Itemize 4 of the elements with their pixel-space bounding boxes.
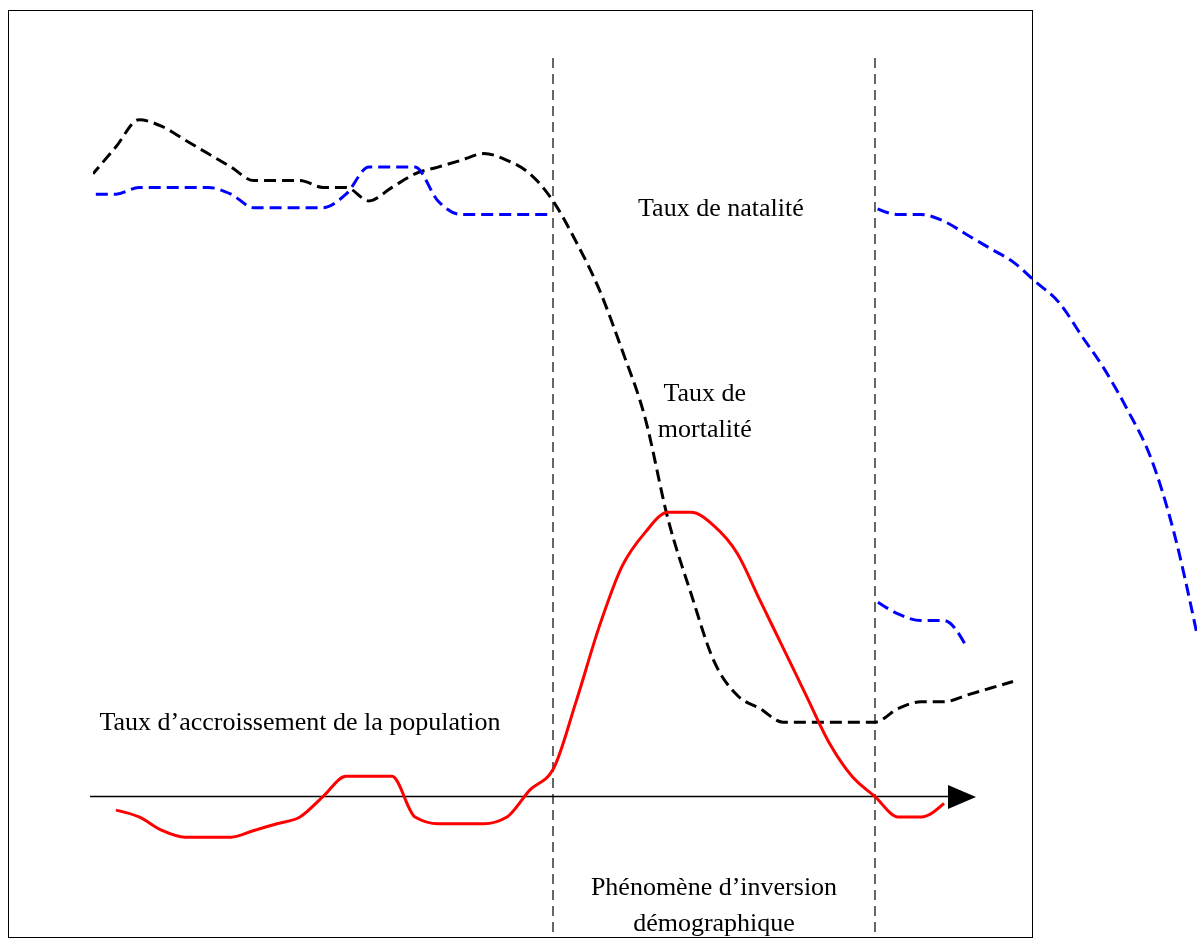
text: Phénomène d’inversion démographique: [589, 870, 839, 939]
annotation: Taux de natalité: [637, 191, 805, 224]
annotation: Taux de mortalité: [656, 376, 753, 445]
annotation: Taux d’accroissement de la population: [98, 706, 502, 739]
